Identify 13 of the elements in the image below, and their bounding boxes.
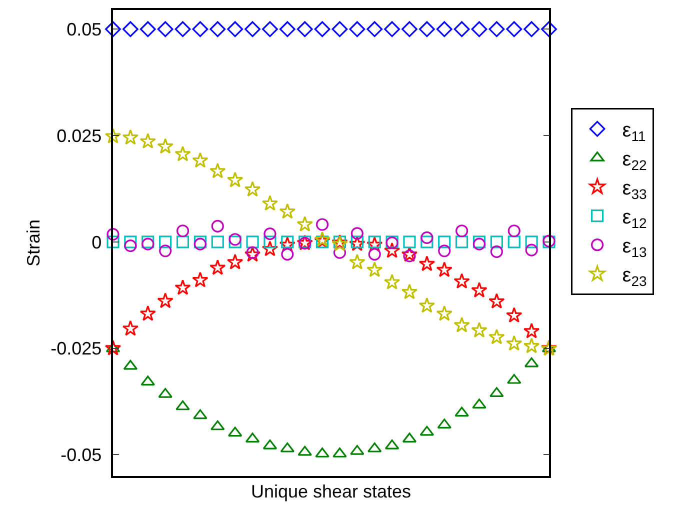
legend-label: ε$_{23}$ [622, 264, 648, 289]
x-axis-title: Unique shear states [250, 481, 412, 502]
y-tick-label: 0 [92, 232, 102, 252]
y-tick-label: -0.025 [50, 338, 102, 359]
legend-label: ε$_{12}$ [622, 206, 648, 231]
y-tick-label: 0.025 [56, 126, 102, 146]
legend-label: ε$_{33}$ [622, 178, 648, 202]
y-tick-label: 0.05 [66, 19, 102, 40]
y-tick-label: -0.05 [60, 445, 102, 466]
legend-label: ε$_{11}$ [622, 120, 646, 144]
legend-label: ε$_{22}$ [622, 148, 648, 173]
legend-label: ε$_{13}$ [622, 236, 648, 260]
y-axis-title: Strain [23, 219, 44, 267]
